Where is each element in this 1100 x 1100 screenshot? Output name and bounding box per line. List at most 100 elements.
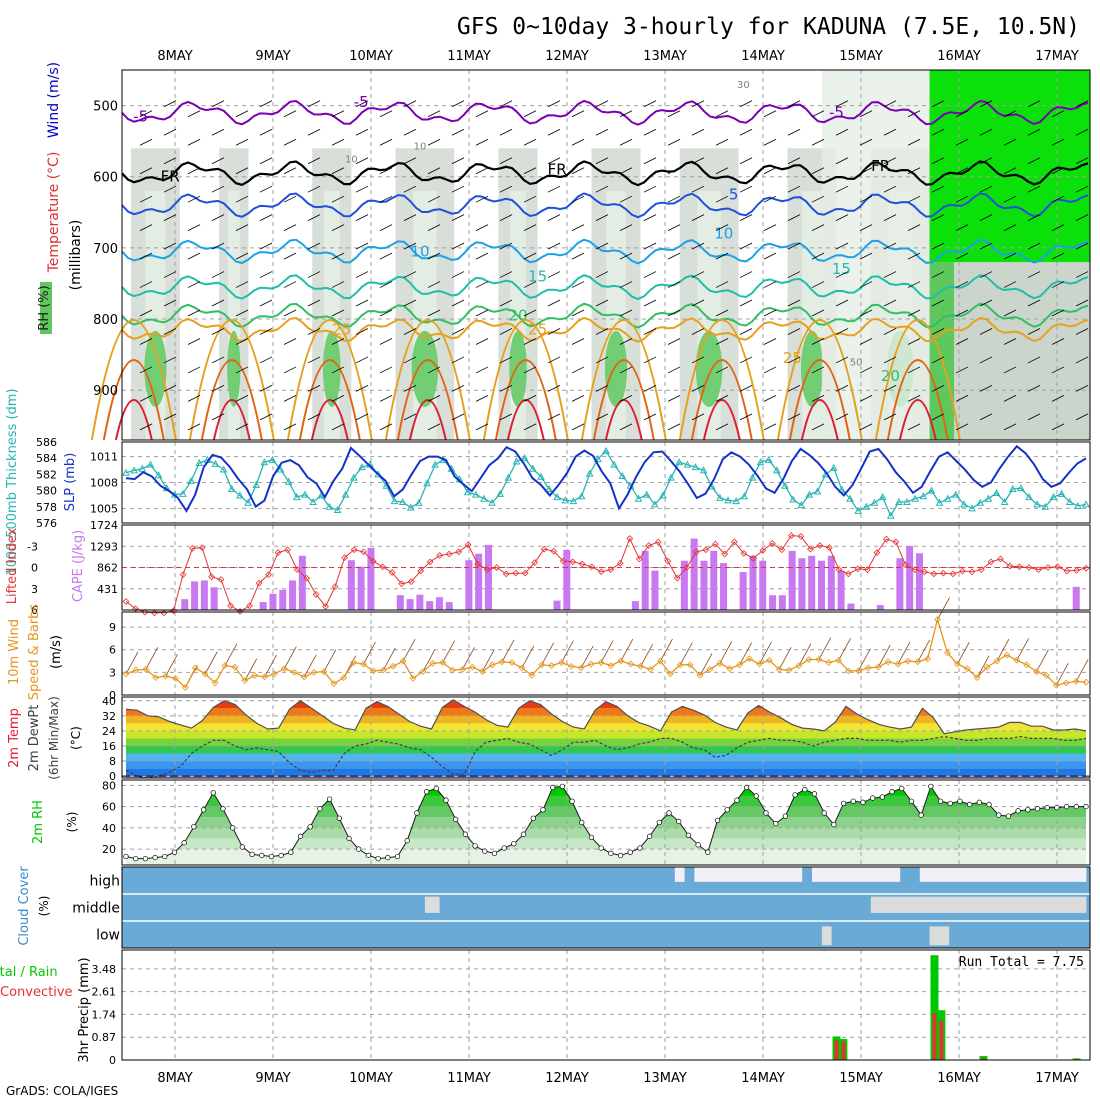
thickness-point bbox=[732, 497, 741, 505]
cape-bar bbox=[357, 566, 365, 610]
thickness-point bbox=[1082, 500, 1090, 508]
wind-barb bbox=[787, 128, 801, 136]
rh2m-point bbox=[569, 798, 575, 804]
cape-bar bbox=[191, 581, 199, 610]
temp-tick: 8 bbox=[109, 755, 116, 768]
pressure-tick: 500 bbox=[93, 100, 118, 115]
wind-barb bbox=[235, 252, 249, 260]
thickness-point bbox=[886, 511, 895, 519]
wind-barb bbox=[307, 356, 321, 364]
wind-barb bbox=[547, 271, 561, 278]
precip-tick: 1.74 bbox=[92, 1008, 117, 1021]
wind-barb bbox=[787, 356, 801, 364]
wind-speed-point bbox=[953, 660, 961, 668]
rh2m-point bbox=[734, 797, 740, 803]
wind-barb bbox=[787, 157, 801, 165]
wind-barb bbox=[835, 328, 849, 335]
wind-barb bbox=[283, 281, 297, 288]
rh-axis-title: RH (%) bbox=[37, 285, 52, 330]
wind-barb bbox=[691, 271, 705, 278]
wind-barb bbox=[259, 385, 273, 392]
rh2m-point bbox=[802, 786, 808, 793]
wind-barb bbox=[547, 299, 561, 307]
rh2m-point bbox=[588, 834, 595, 841]
wind-barb bbox=[571, 395, 585, 402]
li-point bbox=[683, 564, 691, 571]
wind-speed-point bbox=[706, 665, 714, 673]
wind-barb bbox=[667, 110, 681, 118]
rh2m-point bbox=[676, 818, 682, 825]
wind-barb bbox=[883, 214, 897, 221]
wind-barb bbox=[1027, 299, 1041, 307]
cape-bar bbox=[445, 602, 453, 610]
rh2m-point bbox=[288, 849, 294, 855]
wind-barb bbox=[595, 157, 609, 165]
run-total-label: Run Total = 7.75 bbox=[959, 955, 1084, 970]
wind-barb bbox=[667, 195, 681, 203]
wind-barb bbox=[883, 242, 897, 250]
wind-speed-point bbox=[370, 667, 377, 675]
wind-speed-point bbox=[1072, 678, 1080, 685]
thickness-point bbox=[699, 466, 708, 474]
isotherm--5 bbox=[121, 99, 1089, 126]
wind-barb bbox=[355, 242, 369, 250]
li-point bbox=[940, 569, 947, 577]
wind-barb bbox=[235, 309, 249, 317]
wind-barb bbox=[211, 157, 225, 165]
wind-barb bbox=[955, 395, 969, 402]
wind-barb bbox=[451, 242, 465, 250]
wind-barb bbox=[547, 214, 561, 221]
rh2m-point bbox=[142, 855, 149, 862]
wind-barb bbox=[1075, 214, 1089, 221]
wind-barb bbox=[547, 413, 561, 421]
wind-barb bbox=[811, 366, 825, 374]
temp-band bbox=[126, 723, 1086, 731]
wind-barb-10m bbox=[244, 658, 258, 681]
wind-barb bbox=[1051, 366, 1065, 374]
wind-barb bbox=[763, 167, 777, 175]
li-point bbox=[987, 558, 995, 566]
wind-barb bbox=[979, 214, 993, 221]
wind-barb bbox=[1003, 110, 1017, 118]
thickness-point bbox=[854, 506, 863, 514]
thickness-point bbox=[398, 497, 407, 505]
wind-speed-point bbox=[181, 684, 189, 691]
wind-speed-point bbox=[409, 675, 417, 682]
cape-bar bbox=[808, 555, 816, 610]
wind-barb bbox=[763, 338, 777, 345]
wind-speed-point bbox=[508, 659, 516, 666]
wind-barb-10m bbox=[481, 649, 495, 672]
rh-plume-green bbox=[227, 330, 241, 407]
slp-axis-title: SLP (mb) bbox=[63, 453, 78, 512]
wind-barb bbox=[475, 281, 489, 288]
isotherm-label: 15 bbox=[832, 260, 851, 278]
wind-speed-point bbox=[924, 655, 932, 663]
wind-barb bbox=[499, 413, 513, 421]
cape-bar bbox=[700, 560, 708, 610]
wind-barb bbox=[427, 338, 441, 345]
isotherm-15 bbox=[121, 274, 1089, 301]
rh-contour-label: 50 bbox=[850, 357, 863, 368]
wind-barb bbox=[355, 271, 369, 278]
wind-barb bbox=[811, 395, 825, 402]
wind-barb bbox=[715, 195, 729, 203]
wind-barb bbox=[571, 281, 585, 288]
wind-barb bbox=[163, 214, 177, 221]
top-date-label: 9MAY bbox=[255, 49, 290, 64]
wind-speed-point bbox=[231, 663, 239, 671]
wind-speed-point bbox=[983, 663, 991, 671]
wind-barb bbox=[979, 385, 993, 392]
wind-barb bbox=[619, 252, 633, 260]
chart-title: GFS 0~10day 3-hourly for KADUNA (7.5E, 1… bbox=[457, 14, 1080, 40]
wind-barb bbox=[211, 271, 225, 278]
li-point bbox=[635, 555, 643, 563]
wind-barb bbox=[715, 338, 729, 345]
wind-barb bbox=[955, 252, 969, 260]
wind-speed-point bbox=[577, 664, 585, 672]
wind-barb bbox=[451, 271, 465, 278]
wind-speed-point bbox=[439, 659, 447, 666]
temp-tick: 32 bbox=[102, 710, 116, 723]
rh2m-point bbox=[889, 789, 895, 795]
cape-bar bbox=[749, 555, 757, 610]
wind-barb bbox=[1051, 224, 1065, 231]
